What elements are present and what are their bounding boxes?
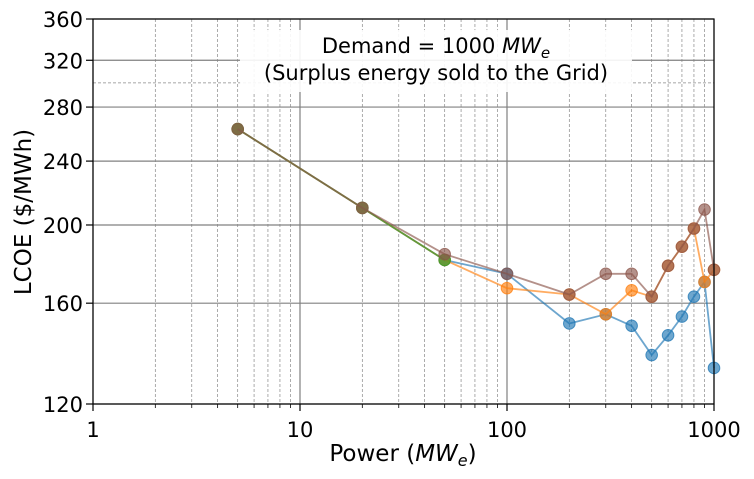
data-point xyxy=(698,203,711,216)
y-tick-label: 200 xyxy=(43,214,83,238)
data-point xyxy=(500,281,514,295)
data-point xyxy=(625,267,638,281)
data-point xyxy=(687,290,701,303)
data-point xyxy=(625,283,638,297)
y-tick-label: 120 xyxy=(43,393,83,417)
x-tick-label: 100 xyxy=(487,418,527,442)
chart-title-unit: MW xyxy=(502,34,542,58)
data-point xyxy=(698,275,711,289)
data-point xyxy=(687,222,701,235)
data-point xyxy=(356,201,369,215)
data-point xyxy=(661,328,675,342)
x-tick-label: 1000 xyxy=(687,418,740,442)
y-tick-label: 360 xyxy=(43,8,83,32)
x-tick-label: 10 xyxy=(287,418,314,442)
chart-title-prefix: Demand = 1000 xyxy=(322,34,502,58)
data-point xyxy=(645,348,658,362)
x-axis-label-unit-subscript: e xyxy=(458,451,468,470)
data-point xyxy=(438,247,451,261)
x-axis-label-suffix: ) xyxy=(468,441,477,467)
data-point xyxy=(599,267,613,281)
chart-title-box: Demand = 1000 MWe (Surplus energy sold t… xyxy=(240,30,632,92)
series-4 xyxy=(231,122,721,303)
data-point xyxy=(675,240,689,253)
y-tick-label: 280 xyxy=(43,96,83,120)
data-point xyxy=(599,308,613,321)
plot-frame xyxy=(92,18,715,405)
axis-ticks: 1 10 100 1000 120 160 200 240 280 320 360 xyxy=(43,8,741,442)
data-point xyxy=(645,290,658,303)
data-series xyxy=(231,122,721,375)
y-axis-label: LCOE ($/MWh) xyxy=(11,129,37,295)
data-point xyxy=(563,317,576,330)
y-tick-label: 320 xyxy=(43,49,83,73)
title-background xyxy=(240,30,632,92)
data-point xyxy=(675,310,689,323)
series-line xyxy=(237,128,715,369)
data-point xyxy=(625,319,638,333)
x-axis-label: Power (MWe) xyxy=(329,441,476,470)
data-point xyxy=(231,122,244,136)
y-tick-label: 240 xyxy=(43,150,83,174)
chart-title-unit-subscript: e xyxy=(541,44,550,62)
x-tick-label: 1 xyxy=(86,418,99,442)
data-point xyxy=(661,259,675,273)
series-line xyxy=(237,128,715,299)
chart-title-line1: Demand = 1000 MWe xyxy=(322,34,550,62)
x-axis-label-unit: MW xyxy=(415,441,459,467)
data-point xyxy=(563,288,576,301)
chart-title-line2: (Surplus energy sold to the Grid) xyxy=(264,61,608,85)
x-axis-label-prefix: Power ( xyxy=(329,441,415,467)
data-point xyxy=(500,267,514,281)
y-tick-label: 160 xyxy=(43,292,83,316)
